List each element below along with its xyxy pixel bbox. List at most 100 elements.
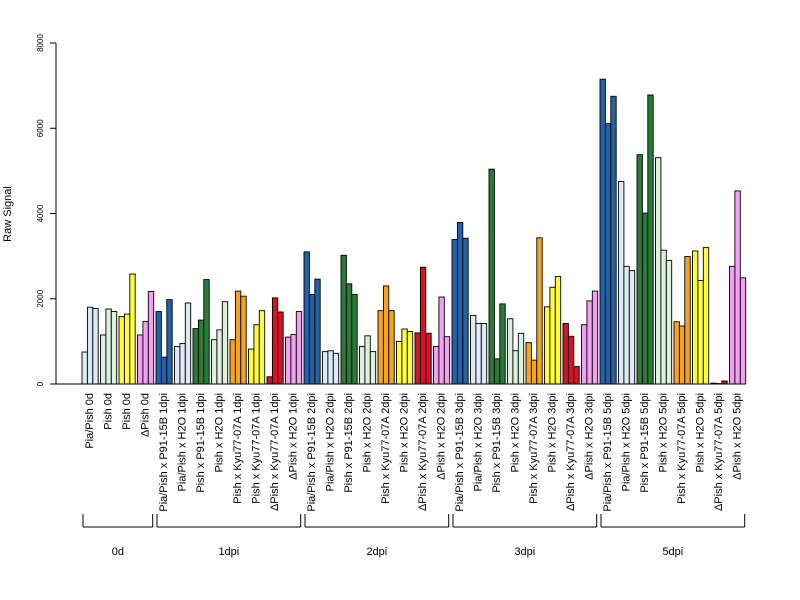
bar xyxy=(92,308,99,385)
x-axis: Pia/Pish 0d Pish 0d Pish 0d ΔPish 0d Pia/Pis… xyxy=(56,383,744,512)
bar xyxy=(332,352,340,385)
category-label: Pish 0d xyxy=(121,393,133,430)
category-label: ΔPish x Kyu77-07A 5dpi xyxy=(713,393,725,511)
bar xyxy=(192,328,199,385)
category-label: Pish x P91-15B 3dpi xyxy=(491,393,503,493)
bar xyxy=(388,310,395,385)
category-label: ΔPish x H2O 1dpi xyxy=(288,393,300,480)
category-label: Pia/Pish x H2O 5dpi xyxy=(621,393,633,491)
bar xyxy=(253,324,260,385)
bar xyxy=(599,78,606,385)
y-axis-label: Raw Signal xyxy=(2,186,14,242)
bar xyxy=(433,346,440,385)
group-label: 5dpi xyxy=(662,546,683,558)
bar xyxy=(636,154,643,385)
bar xyxy=(734,190,741,385)
bar xyxy=(684,256,691,385)
bar xyxy=(562,323,569,385)
bar xyxy=(174,346,181,385)
bar xyxy=(665,259,673,385)
bar xyxy=(184,302,192,385)
bar xyxy=(414,332,421,385)
bar xyxy=(203,279,210,385)
category-label: Pish x Kyu77-07A 5dpi xyxy=(676,393,688,504)
bar xyxy=(443,336,451,385)
bar xyxy=(359,346,366,385)
bar xyxy=(406,331,414,385)
category-label: Pia/Pish x P91-15B 3dpi xyxy=(454,393,466,512)
category-label: ΔPish x H2O 3dpi xyxy=(584,393,596,480)
bar xyxy=(147,291,155,385)
category-label: Pish x H2O 1dpi xyxy=(214,393,226,472)
bar xyxy=(470,314,477,385)
bar xyxy=(692,250,699,385)
bar xyxy=(322,351,329,385)
category-label: ΔPish x Kyu77-07A 2dpi xyxy=(417,393,429,511)
bar xyxy=(573,366,580,385)
category-label: Pia/Pish x P91-15B 2dpi xyxy=(306,393,318,512)
bar xyxy=(179,343,186,385)
bar xyxy=(739,277,747,385)
bar xyxy=(160,356,168,385)
group-label: 1dpi xyxy=(218,546,239,558)
category-label: Pish x Kyu77-07A 1dpi xyxy=(251,393,263,504)
bar xyxy=(517,332,525,385)
bar xyxy=(303,251,310,385)
bar xyxy=(451,239,458,385)
bar xyxy=(697,279,704,385)
bar xyxy=(105,308,112,385)
bar xyxy=(493,358,501,385)
y-tick-label: 4000 xyxy=(36,204,45,222)
category-label: ΔPish 0d xyxy=(140,393,152,437)
bar xyxy=(499,303,506,385)
bar xyxy=(137,334,144,385)
bar xyxy=(118,316,125,385)
category-label: Pish 0d xyxy=(103,393,115,430)
bar xyxy=(142,320,149,385)
bar xyxy=(396,340,403,385)
bar xyxy=(266,376,273,385)
bar xyxy=(155,311,162,385)
bar xyxy=(525,342,532,385)
category-label: Pia/Pish x P91-15B 5dpi xyxy=(602,393,614,512)
bar xyxy=(462,237,469,385)
bar xyxy=(240,295,247,385)
bar xyxy=(480,323,488,385)
bar xyxy=(308,294,316,385)
y-tick-label: 8000 xyxy=(36,34,45,52)
bar xyxy=(586,300,593,385)
category-label: Pish x Kyu77-07A 3dpi xyxy=(528,393,540,504)
y-tick-label: 0 xyxy=(36,381,45,386)
bar xyxy=(382,285,390,385)
bar xyxy=(100,334,107,385)
category-label: Pish x Kyu77-07A 1dpi xyxy=(232,393,244,504)
bar xyxy=(377,310,384,385)
bar xyxy=(488,168,495,385)
bar xyxy=(221,301,229,385)
bar xyxy=(234,290,242,385)
bar xyxy=(567,335,575,385)
bar xyxy=(673,321,680,385)
bar xyxy=(628,270,636,385)
bar xyxy=(591,290,599,385)
bar xyxy=(123,313,131,385)
bar xyxy=(655,157,662,385)
bar xyxy=(401,328,408,385)
bar xyxy=(86,306,94,385)
bar xyxy=(554,276,562,385)
bar xyxy=(610,95,617,385)
bar xyxy=(618,181,625,385)
bar xyxy=(647,94,654,385)
bar xyxy=(369,351,377,385)
category-label: ΔPish x H2O 5dpi xyxy=(732,393,744,480)
bars-layer xyxy=(81,78,747,385)
bar xyxy=(544,306,551,385)
bar xyxy=(277,311,284,385)
bar xyxy=(364,335,371,385)
category-label: Pia/Pish 0d xyxy=(84,393,96,449)
y-tick-label: 6000 xyxy=(36,119,45,137)
bar xyxy=(581,324,588,385)
bar xyxy=(425,332,432,385)
category-label: Pish x Kyu77-07A 2dpi xyxy=(380,393,392,504)
